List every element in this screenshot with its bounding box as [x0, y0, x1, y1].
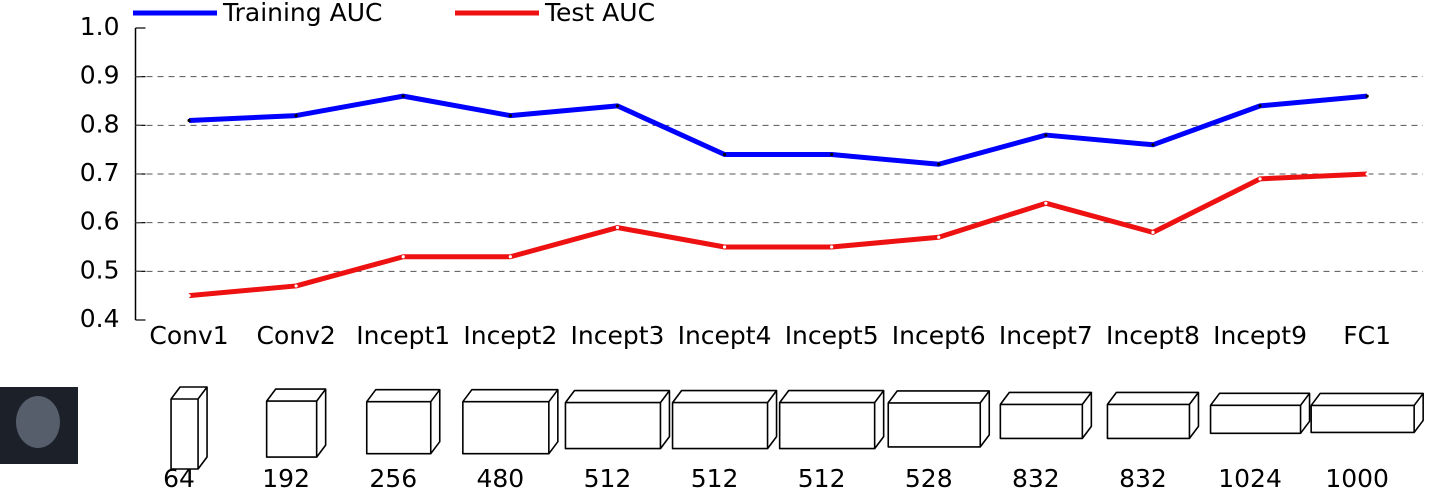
point: [401, 94, 405, 98]
x-tick-label: Incept7: [999, 321, 1093, 350]
layer-channels: 832: [1012, 464, 1060, 493]
layer-box: [365, 388, 441, 455]
x-tick-label: Conv2: [257, 321, 336, 350]
x-tick-label: Incept6: [892, 321, 986, 350]
x-tick-label: Incept9: [1213, 321, 1307, 350]
series-line: [188, 93, 1368, 167]
layer-channels: 528: [905, 464, 953, 493]
legend-label: Training AUC: [222, 0, 382, 27]
point: [508, 255, 512, 259]
y-tick-label: 0.7: [80, 158, 120, 187]
legend-label: Test AUC: [544, 0, 655, 27]
layer-box: [1310, 392, 1424, 434]
x-tick-label: Incept8: [1106, 321, 1200, 350]
point: [615, 225, 620, 230]
x-tick-label: Incept2: [463, 321, 557, 350]
layer-box: [887, 390, 991, 448]
point: [1151, 143, 1155, 147]
point: [187, 118, 191, 123]
layer-box: [1209, 392, 1311, 435]
point: [508, 114, 512, 118]
y-tick-label: 0.5: [80, 255, 120, 284]
layer-channels: 64: [163, 464, 195, 493]
point: [1151, 230, 1155, 234]
layer-channels: 512: [584, 464, 632, 493]
y-tick-label: 0.4: [80, 304, 120, 333]
layer-channels: 512: [691, 464, 739, 493]
point: [1365, 94, 1369, 98]
layer-box: [462, 388, 559, 455]
layer-channels: 192: [262, 464, 310, 493]
layer-box: [778, 389, 885, 450]
point: [401, 255, 405, 259]
point: [1258, 104, 1262, 108]
y-tick-label: 1.0: [80, 12, 120, 41]
x-tick-label: FC1: [1343, 321, 1391, 350]
point: [1044, 133, 1048, 137]
layer-box: [999, 391, 1093, 440]
point: [830, 152, 834, 157]
x-tick-label: Incept3: [570, 321, 664, 350]
x-tick-label: Incept5: [785, 321, 879, 350]
point: [1044, 201, 1048, 205]
layer-box: [170, 386, 208, 470]
layer-box: [671, 389, 778, 450]
point: [294, 114, 298, 118]
point: [722, 152, 727, 157]
point: [187, 294, 191, 298]
layer-channels: 256: [369, 464, 417, 493]
x-tick-label: Incept1: [356, 321, 450, 350]
input-image-content: [16, 396, 60, 448]
point: [1258, 177, 1262, 181]
layer-box: [265, 388, 327, 458]
point: [937, 235, 941, 239]
layer-box: [564, 389, 671, 450]
layer-channels: 1000: [1325, 464, 1389, 493]
layer-channels: 1024: [1218, 464, 1282, 493]
series-line: [188, 171, 1368, 299]
layer-channels: 832: [1119, 464, 1167, 493]
x-tick-label: Conv1: [149, 321, 228, 350]
layer-channels: 512: [798, 464, 846, 493]
y-tick-label: 0.6: [80, 207, 120, 236]
point: [1365, 172, 1369, 176]
point: [615, 104, 620, 108]
y-tick-label: 0.8: [80, 109, 120, 138]
layer-channels: 480: [476, 464, 524, 493]
point: [294, 284, 298, 288]
point: [937, 162, 941, 166]
y-tick-label: 0.9: [80, 61, 120, 90]
x-tick-label: Incept4: [678, 321, 772, 350]
point: [722, 245, 727, 249]
layer-box: [1106, 391, 1200, 440]
point: [830, 245, 834, 249]
